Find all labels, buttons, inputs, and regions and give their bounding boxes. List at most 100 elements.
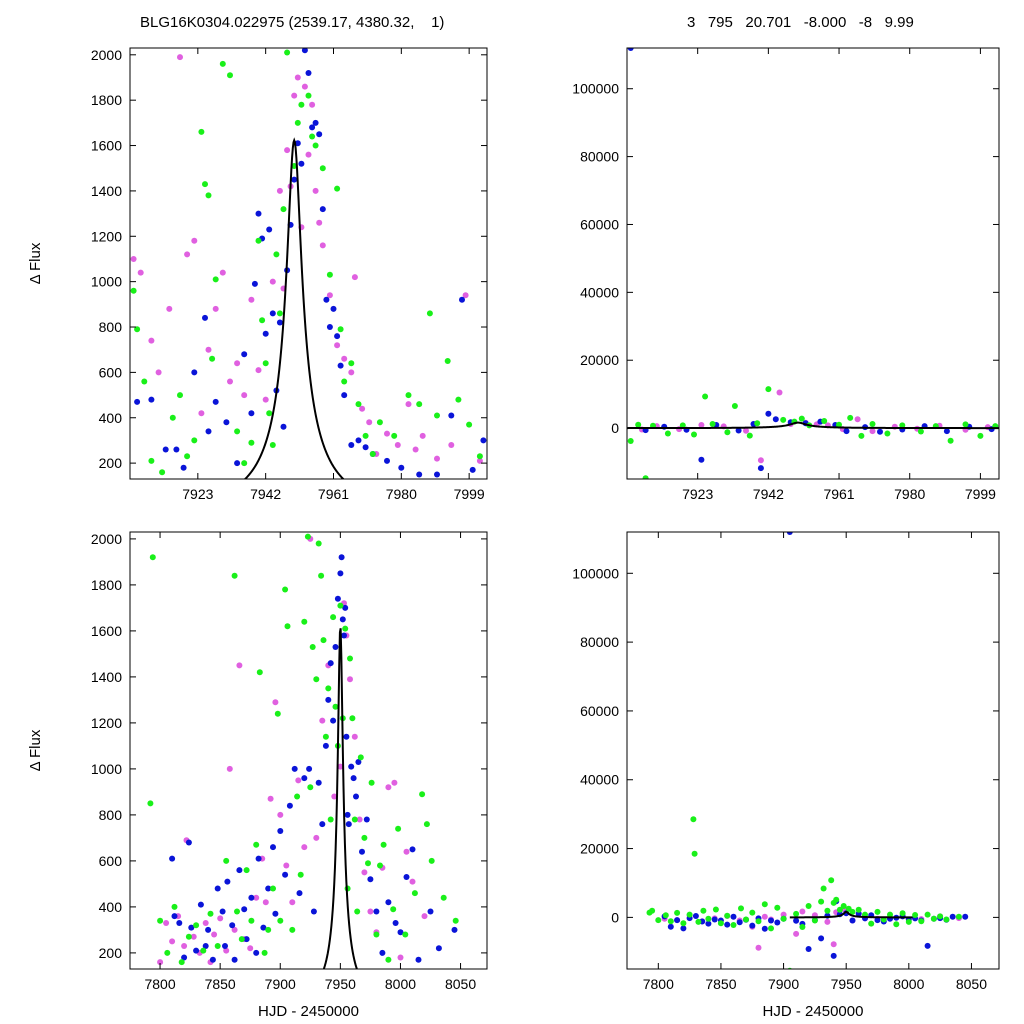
data-point-green xyxy=(444,358,451,364)
data-point-blue xyxy=(434,471,440,478)
model-curve xyxy=(243,137,345,479)
data-point-green xyxy=(664,430,671,437)
y-tick-label: 200 xyxy=(99,945,123,961)
data-point-green xyxy=(159,469,166,476)
data-point-green xyxy=(655,917,662,924)
data-point-green xyxy=(332,703,339,710)
data-point-green xyxy=(466,421,473,428)
data-point-blue xyxy=(251,280,258,287)
data-point-blue xyxy=(344,811,351,818)
data-point-magenta xyxy=(761,913,768,920)
y-tick-label: 60000 xyxy=(580,703,619,719)
data-point-green xyxy=(171,903,178,910)
y-tick-label: 80000 xyxy=(580,149,619,165)
data-point-blue xyxy=(325,696,332,703)
data-point-green xyxy=(712,906,719,913)
data-point-magenta xyxy=(226,765,233,772)
data-point-magenta xyxy=(326,292,333,299)
data-point-green xyxy=(761,901,768,908)
data-point-green xyxy=(269,442,276,448)
data-point-green xyxy=(134,326,141,333)
data-point-magenta xyxy=(305,151,312,158)
data-point-green xyxy=(390,906,397,913)
data-point-blue xyxy=(180,464,187,471)
data-point-green xyxy=(178,959,185,966)
data-point-green xyxy=(805,903,812,909)
data-point-blue xyxy=(234,460,241,467)
data-point-green xyxy=(349,715,356,722)
data-point-green xyxy=(361,834,368,841)
y-tick-label: 1800 xyxy=(91,577,122,593)
data-point-blue xyxy=(730,913,737,920)
data-point-green xyxy=(141,378,148,385)
data-point-blue xyxy=(309,124,316,131)
data-point-blue xyxy=(692,913,699,919)
data-point-green xyxy=(348,360,355,367)
data-point-blue xyxy=(185,839,192,846)
data-point-magenta xyxy=(301,844,308,851)
data-point-green xyxy=(828,877,835,884)
data-point-green xyxy=(304,533,311,540)
data-point-magenta xyxy=(757,457,764,464)
y-tick-label: 40000 xyxy=(580,284,619,300)
data-point-blue xyxy=(849,917,856,924)
data-point-blue xyxy=(398,464,405,471)
data-point-blue xyxy=(397,929,404,936)
y-axis-label: Δ Flux xyxy=(27,729,44,771)
data-point-blue xyxy=(451,926,458,933)
data-point-green xyxy=(341,378,348,385)
data-point-green xyxy=(265,926,272,933)
data-point-blue xyxy=(339,616,346,623)
data-point-magenta xyxy=(157,959,164,966)
x-tick-label: 7923 xyxy=(682,486,713,502)
data-point-green xyxy=(347,655,353,662)
data-point-blue xyxy=(212,398,219,405)
data-point-green xyxy=(184,453,191,460)
data-point-blue xyxy=(343,733,350,740)
data-point-blue xyxy=(877,428,883,435)
data-point-green xyxy=(234,908,240,915)
data-point-blue xyxy=(291,765,298,772)
data-point-green xyxy=(391,432,398,439)
data-point-green xyxy=(691,431,697,438)
y-tick-label: 20000 xyxy=(580,352,619,368)
data-point-blue xyxy=(818,935,825,942)
data-point-magenta xyxy=(202,920,209,926)
data-point-green xyxy=(717,920,724,927)
x-tick-label: 7800 xyxy=(144,976,175,992)
data-point-blue xyxy=(384,457,390,464)
data-point-green xyxy=(243,867,250,874)
data-point-green xyxy=(284,49,291,56)
data-point-blue xyxy=(373,908,380,915)
data-point-blue xyxy=(301,48,308,54)
data-point-green xyxy=(917,428,924,435)
plot-area xyxy=(130,48,487,479)
data-point-green xyxy=(380,841,387,848)
data-point-green xyxy=(277,917,284,924)
data-point-green xyxy=(754,420,761,427)
data-point-blue xyxy=(415,956,422,963)
data-point-green xyxy=(962,421,969,428)
data-point-magenta xyxy=(799,908,806,915)
y-tick-label: 400 xyxy=(99,899,123,915)
plot-frame xyxy=(129,47,488,480)
data-point-green xyxy=(700,907,707,914)
data-point-blue xyxy=(342,604,349,611)
data-point-green xyxy=(428,857,435,864)
data-point-blue xyxy=(173,446,180,453)
data-point-magenta xyxy=(755,944,762,951)
data-point-magenta xyxy=(211,931,218,938)
y-tick-label: 100000 xyxy=(572,565,619,581)
data-point-green xyxy=(821,418,828,424)
data-point-magenta xyxy=(351,274,358,281)
data-point-blue xyxy=(735,427,742,434)
data-point-magenta xyxy=(219,269,226,276)
data-point-green xyxy=(977,432,984,439)
data-point-blue xyxy=(323,296,330,303)
y-tick-label: 1400 xyxy=(91,183,122,199)
data-point-blue xyxy=(305,70,312,76)
y-tick-label: 800 xyxy=(99,807,123,823)
data-point-magenta xyxy=(462,292,469,299)
data-point-magenta xyxy=(148,337,155,344)
data-point-green xyxy=(326,271,333,278)
